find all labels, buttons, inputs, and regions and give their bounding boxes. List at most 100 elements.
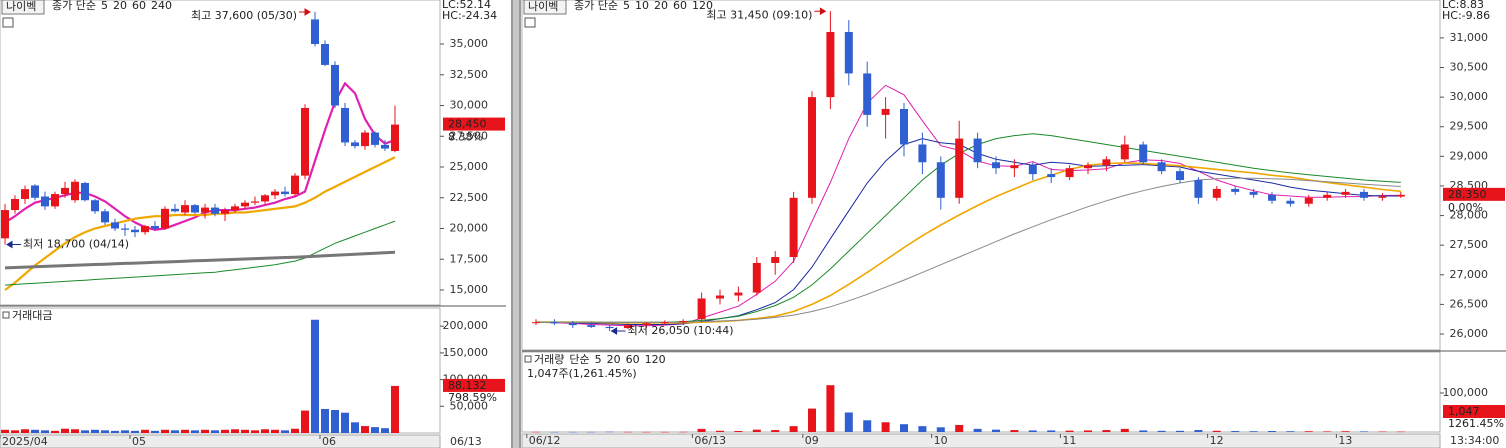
volume-bar bbox=[992, 429, 1000, 432]
volume-bar bbox=[241, 429, 249, 433]
volume-bar bbox=[1249, 431, 1258, 432]
symbol[interactable]: 나이벡 bbox=[6, 0, 36, 13]
symbol[interactable]: 나이벡 bbox=[528, 0, 558, 13]
legend-entry: 120 bbox=[692, 0, 713, 12]
volume-bar bbox=[251, 430, 259, 433]
volume-bar bbox=[61, 428, 69, 433]
x-tick-label: 12 bbox=[1210, 434, 1224, 447]
volume-bar bbox=[808, 408, 816, 432]
volume-bar bbox=[844, 412, 853, 432]
volume-tick-label: 50,000 bbox=[450, 399, 489, 412]
volume-bar bbox=[331, 410, 339, 433]
candle-body bbox=[1268, 194, 1276, 201]
candle-body bbox=[71, 181, 79, 201]
candle-body bbox=[1323, 194, 1332, 198]
x-tick-label: 06/12 bbox=[529, 434, 561, 447]
volume-bar bbox=[181, 429, 189, 433]
candle-body bbox=[161, 208, 169, 229]
y-tick-label: 27,500 bbox=[1450, 238, 1489, 251]
volume-legend-title: 단순 bbox=[569, 353, 589, 366]
symbol-button[interactable] bbox=[1, 0, 45, 15]
volume-bar bbox=[351, 422, 359, 433]
candle-body bbox=[1120, 144, 1129, 160]
volume-bar bbox=[660, 431, 669, 433]
high-note: 최고 37,600 (05/30) bbox=[191, 9, 297, 22]
volume-bar bbox=[826, 385, 835, 432]
x-tick-label: 05 bbox=[132, 435, 146, 448]
y-tick-label: 15,000 bbox=[450, 283, 489, 296]
candle-body bbox=[1139, 144, 1148, 163]
candle-body bbox=[679, 320, 688, 323]
candle-body bbox=[361, 132, 369, 147]
candle-body bbox=[697, 298, 706, 320]
candle-body bbox=[111, 222, 119, 229]
volume-bar bbox=[171, 430, 179, 433]
candle-body bbox=[391, 124, 399, 152]
volume-bar bbox=[281, 430, 289, 433]
candle-body bbox=[41, 196, 49, 207]
volume-bar bbox=[161, 429, 169, 433]
x-end-label: 06/13 bbox=[450, 435, 482, 448]
symbol-button[interactable] bbox=[523, 0, 567, 15]
candle-body bbox=[568, 323, 577, 326]
candle-body bbox=[660, 322, 669, 324]
hc-value: HC:-24.34 bbox=[442, 9, 497, 22]
volume-bar bbox=[291, 428, 299, 433]
volume-tick-label: 100,000 bbox=[1443, 386, 1489, 399]
volume-bar bbox=[1010, 430, 1019, 432]
volume-tick-label: 150,000 bbox=[443, 346, 489, 359]
moving-average-line bbox=[536, 133, 1401, 323]
low-note: 최저 26,050 (10:44) bbox=[628, 324, 734, 337]
candle-body bbox=[624, 325, 632, 329]
volume-change: 798.59% bbox=[448, 391, 497, 404]
moving-average-line bbox=[4, 156, 396, 291]
candle-body bbox=[844, 31, 853, 74]
candle-body bbox=[201, 207, 209, 213]
candle-body bbox=[752, 262, 761, 293]
moving-average-line bbox=[535, 84, 1401, 327]
candle-body bbox=[291, 175, 299, 195]
volume-bar bbox=[321, 408, 329, 433]
volume-bar bbox=[1047, 430, 1056, 432]
candle-body bbox=[381, 144, 389, 149]
legend-entry: 60 bbox=[132, 0, 146, 12]
volume-bar bbox=[201, 429, 209, 433]
volume-bar bbox=[1341, 431, 1350, 432]
legend-entry: 60 bbox=[673, 0, 687, 12]
candle-body bbox=[331, 64, 339, 106]
candle-body bbox=[1396, 194, 1405, 197]
volume-bar bbox=[1212, 430, 1221, 432]
volume-bar bbox=[697, 428, 706, 432]
last-volume: 1,047 bbox=[1448, 405, 1480, 418]
volume-icon bbox=[2, 311, 10, 319]
y-tick-label: 35,000 bbox=[450, 37, 489, 50]
y-tick-label: 27,500 bbox=[450, 129, 489, 142]
volume-bar bbox=[381, 428, 389, 433]
price-frame bbox=[521, 0, 1441, 351]
volume-bar bbox=[1157, 430, 1166, 432]
candle-body bbox=[1304, 197, 1313, 204]
candle-body bbox=[181, 205, 189, 213]
candle-body bbox=[101, 211, 109, 223]
volume-bar bbox=[21, 429, 29, 433]
x-axis-strip bbox=[521, 433, 1441, 448]
x-end-label: 13:34:00 bbox=[1450, 434, 1499, 447]
x-tick-label: 2025/04 bbox=[2, 435, 48, 448]
volume-bar bbox=[642, 431, 651, 433]
volume-bar bbox=[221, 429, 229, 433]
candle-body bbox=[371, 132, 379, 145]
candle-body bbox=[1028, 165, 1037, 175]
volume-bar bbox=[141, 429, 149, 433]
volume-bar bbox=[1065, 430, 1074, 432]
volume-bar bbox=[752, 429, 761, 432]
candle-body bbox=[321, 44, 329, 65]
x-tick-label: 10 bbox=[934, 434, 948, 447]
candle-body bbox=[121, 228, 129, 230]
volume-bar bbox=[1304, 431, 1313, 432]
candle-body bbox=[271, 191, 279, 196]
volume-bar bbox=[261, 429, 269, 433]
high-arrow bbox=[814, 7, 827, 16]
volume-bar bbox=[91, 429, 99, 433]
y-tick-label: 29,500 bbox=[1450, 120, 1489, 133]
